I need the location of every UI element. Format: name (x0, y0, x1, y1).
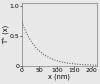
X-axis label: x (nm): x (nm) (48, 74, 70, 80)
Y-axis label: Tᵏ (x): Tᵏ (x) (1, 25, 9, 43)
